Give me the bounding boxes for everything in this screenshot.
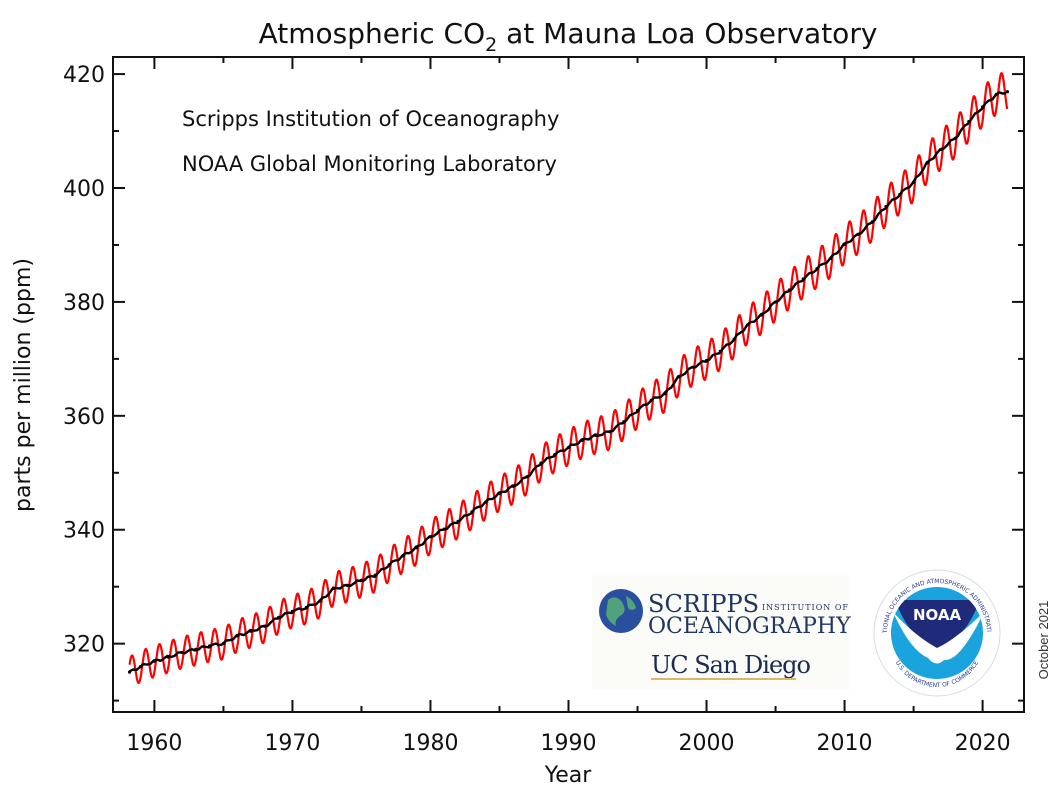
trend-point — [801, 277, 805, 281]
trend-point — [373, 573, 377, 577]
y-tick-label: 380 — [63, 291, 105, 316]
trend-point — [608, 430, 612, 434]
trend-point — [677, 375, 681, 379]
trend-point — [539, 461, 543, 465]
ucsd-logo-text: UC San Diego — [651, 651, 811, 679]
trend-point — [732, 337, 736, 341]
trend-point — [152, 659, 157, 663]
y-tick-label: 340 — [63, 519, 105, 544]
tick-labels: 1960 1970 1980 1990 2000 2010 2020 320 340 360 380… — [63, 63, 1011, 756]
trend-point — [663, 392, 667, 396]
trend-point — [525, 475, 529, 479]
x-tick-label: 1990 — [541, 731, 597, 756]
trend-point — [760, 313, 764, 317]
y-tick-label: 320 — [63, 633, 105, 658]
x-tick-label: 1970 — [264, 731, 320, 756]
trend-point — [442, 527, 446, 531]
x-tick-label: 2020 — [955, 731, 1011, 756]
y-tick-label: 400 — [63, 177, 105, 202]
globe-icon — [599, 589, 643, 633]
trend-point — [718, 349, 722, 353]
trend-point — [290, 609, 295, 613]
trend-point — [856, 232, 860, 237]
trend-point — [704, 358, 709, 363]
trend-point — [967, 119, 971, 124]
trend-point — [580, 438, 584, 442]
trend-point — [346, 584, 350, 588]
trend-point — [235, 634, 239, 638]
x-tick-label: 1960 — [126, 731, 182, 756]
trend-point — [553, 452, 557, 457]
chart-title: Atmospheric CO2 at Mauna Loa Observatory — [259, 17, 878, 56]
trend-point — [484, 500, 488, 504]
trend-point — [939, 147, 943, 152]
trend-point — [994, 92, 998, 96]
scripps-logo-line1: SCRIPPS — [648, 590, 759, 618]
x-tick-label: 2010 — [817, 731, 873, 756]
y-axis-label: parts per million (ppm) — [11, 258, 36, 512]
trend-point — [194, 647, 198, 652]
trend-point — [470, 510, 474, 514]
x-tick-label: 1980 — [402, 731, 458, 756]
trend-point — [332, 586, 336, 591]
axis-ticks — [113, 57, 1024, 712]
trend-point — [649, 398, 653, 402]
trend-point — [911, 180, 916, 184]
trend-point — [898, 192, 902, 197]
scripps-logo-line2: OCEANOGRAPHY — [648, 614, 851, 639]
x-tick-label: 2000 — [679, 731, 735, 756]
trend-point — [180, 650, 184, 655]
trend-point — [842, 242, 847, 246]
trend-point — [249, 629, 253, 633]
noaa-logo-text: NOAA — [913, 606, 962, 624]
trend-point — [635, 408, 640, 412]
trend-point — [925, 161, 929, 165]
trend-point — [428, 535, 433, 539]
trend-point — [746, 323, 750, 327]
trend-point — [139, 664, 143, 669]
trend-point — [1005, 90, 1010, 94]
trend-point — [829, 256, 833, 260]
trend-point — [787, 288, 791, 292]
trend-point — [127, 670, 132, 674]
trend-points — [127, 90, 1010, 674]
scripps-ucsd-logo: SCRIPPS INSTITUTION OF OCEANOGRAPHY UC S… — [592, 575, 851, 690]
trend-point — [884, 204, 888, 209]
trend-point — [277, 615, 281, 619]
trend-point — [263, 624, 267, 628]
trend-point — [511, 484, 515, 488]
x-axis-label: Year — [544, 763, 593, 788]
y-tick-label: 360 — [63, 405, 105, 430]
date-stamp: October 2021 — [1036, 601, 1051, 680]
trend-point — [387, 563, 391, 567]
series-seasonal-line — [128, 72, 1009, 685]
trend-point — [166, 655, 170, 659]
y-tick-label: 420 — [63, 63, 105, 88]
trend-point — [456, 519, 460, 523]
trend-point — [594, 433, 598, 438]
trend-point — [208, 644, 212, 648]
trend-point — [622, 420, 626, 424]
noaa-ring-top: NATIONAL OCEANIC AND ATMOSPHERIC ADMINIS… — [0, 0, 992, 634]
trend-point — [221, 641, 226, 646]
credit-scripps: Scripps Institution of Oceanography — [182, 107, 559, 131]
trend-point — [773, 300, 778, 304]
trend-point — [953, 136, 957, 140]
trend-point — [318, 599, 322, 603]
trend-point — [691, 365, 695, 369]
trend-point — [870, 220, 874, 224]
trend-point — [815, 267, 819, 271]
trend-point — [566, 445, 571, 450]
trend-point — [497, 491, 502, 496]
trend-point — [980, 105, 985, 109]
credit-noaa: NOAA Global Monitoring Laboratory — [182, 152, 557, 176]
trend-point — [359, 578, 364, 582]
scripps-logo-small: INSTITUTION OF — [762, 603, 849, 612]
trend-point — [415, 546, 419, 550]
series-trend-line — [129, 91, 1007, 673]
trend-point — [401, 554, 405, 558]
trend-point — [304, 606, 308, 610]
